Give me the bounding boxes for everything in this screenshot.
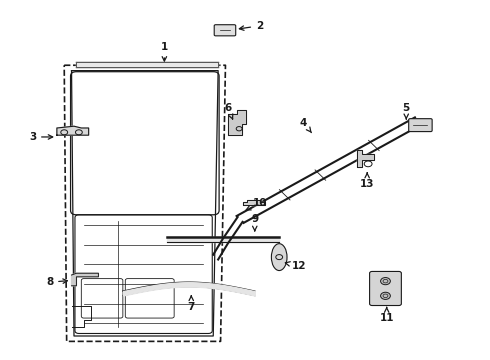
FancyBboxPatch shape xyxy=(369,271,401,306)
Polygon shape xyxy=(72,273,98,286)
Text: 12: 12 xyxy=(285,261,306,271)
Text: 9: 9 xyxy=(251,215,258,231)
FancyBboxPatch shape xyxy=(409,119,432,132)
Polygon shape xyxy=(243,200,265,205)
Text: 10: 10 xyxy=(246,198,267,210)
Circle shape xyxy=(381,278,391,285)
Text: 11: 11 xyxy=(379,307,394,323)
Polygon shape xyxy=(357,149,374,167)
Text: 2: 2 xyxy=(239,21,263,31)
FancyBboxPatch shape xyxy=(214,25,236,36)
Polygon shape xyxy=(57,126,89,135)
Text: 8: 8 xyxy=(46,277,68,287)
Ellipse shape xyxy=(271,244,287,271)
Text: 7: 7 xyxy=(188,296,195,312)
Text: 5: 5 xyxy=(403,103,410,119)
Text: 13: 13 xyxy=(360,173,374,189)
Text: 3: 3 xyxy=(29,132,53,142)
Text: 4: 4 xyxy=(300,118,312,132)
Text: 6: 6 xyxy=(224,103,233,119)
Circle shape xyxy=(381,292,391,300)
Text: 1: 1 xyxy=(161,42,168,61)
Polygon shape xyxy=(228,110,246,135)
